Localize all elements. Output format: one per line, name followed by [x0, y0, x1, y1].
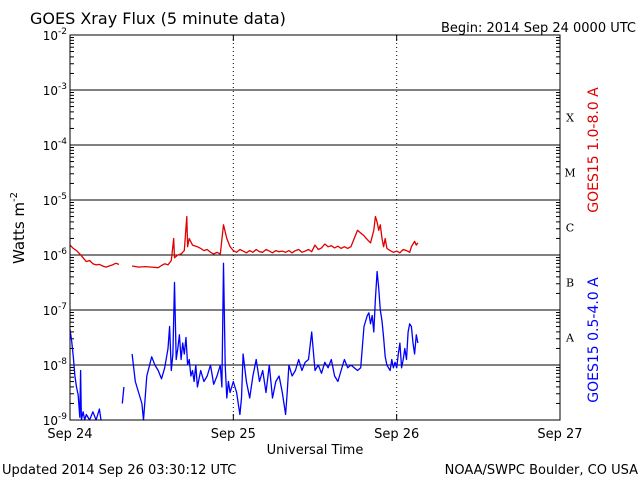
y-tick-exponent: -2	[58, 27, 67, 37]
updated-timestamp: Updated 2014 Sep 26 03:30:12 UTC	[2, 463, 236, 478]
y-tick-exponent: -6	[58, 247, 67, 257]
y-tick-label: 10-2	[43, 27, 67, 43]
y-tick-label: 10-9	[43, 412, 68, 428]
y-tick-label: 10-4	[43, 137, 68, 153]
y-tick-base: 10	[43, 359, 58, 373]
y-tick-exponent: -8	[58, 357, 67, 367]
y-axis-label-main: Watts m	[10, 202, 28, 264]
y-tick-exponent: -3	[58, 82, 67, 92]
x-tick-label: Sep 24	[47, 427, 92, 442]
y-tick-exponent: -9	[58, 412, 67, 422]
flare-class-labels: X M C B A	[564, 112, 575, 345]
x-tick-label: Sep 25	[211, 427, 256, 442]
y-tick-base: 10	[43, 84, 58, 98]
y-tick-base: 10	[43, 414, 58, 428]
y-tick-base: 10	[43, 29, 58, 43]
series-line-short-channel	[69, 262, 419, 421]
legend-short-channel: GOES15 0.5-4.0 A	[586, 277, 602, 403]
y-tick-base: 10	[43, 304, 58, 318]
flare-class-c: C	[566, 222, 574, 235]
y-axis-label: Watts m-2	[9, 192, 28, 264]
x-tick-label: Sep 26	[374, 427, 419, 442]
y-tick-exponent: -4	[58, 137, 67, 147]
y-tick-exponent: -7	[58, 302, 67, 312]
plot-frame	[69, 34, 561, 421]
y-tick-label: 10-7	[43, 302, 67, 318]
series-line-long-channel	[69, 215, 419, 269]
flare-class-b: B	[566, 277, 574, 290]
y-tick-label: 10-3	[43, 82, 67, 98]
x-tick-label: Sep 27	[537, 427, 582, 442]
grid	[69, 34, 561, 421]
credit-label: NOAA/SWPC Boulder, CO USA	[445, 463, 638, 478]
y-axis-label-sup: -2	[9, 192, 20, 202]
begin-label: Begin: 2014 Sep 24 0000 UTC	[441, 21, 636, 36]
y-tick-label: 10-5	[43, 192, 67, 208]
flare-class-m: M	[564, 167, 575, 180]
legend-long-channel: GOES15 1.0-8.0 A	[586, 87, 602, 213]
y-tick-base: 10	[43, 249, 58, 263]
flare-class-a: A	[565, 332, 575, 345]
x-axis-label: Universal Time	[267, 443, 364, 458]
y-tick-labels: 10-210-310-410-510-610-710-810-9	[43, 27, 68, 428]
series-layer	[69, 215, 419, 421]
y-tick-exponent: -5	[58, 192, 67, 202]
y-tick-label: 10-6	[43, 247, 68, 263]
flare-class-x: X	[566, 112, 574, 125]
y-tick-base: 10	[43, 139, 58, 153]
x-tick-labels: Sep 24 Sep 25 Sep 26 Sep 27	[47, 427, 582, 442]
y-tick-label: 10-8	[43, 357, 68, 373]
y-tick-base: 10	[43, 194, 58, 208]
chart-title: GOES Xray Flux (5 minute data)	[30, 9, 286, 28]
